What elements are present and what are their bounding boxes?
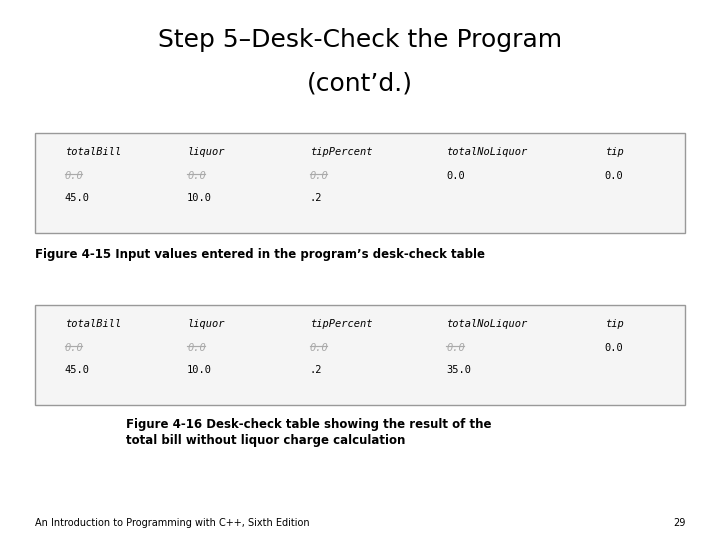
- Text: totalBill: totalBill: [65, 147, 121, 157]
- Bar: [35, 133, 685, 233]
- Text: 0.0: 0.0: [187, 171, 206, 181]
- Text: tipPercent: tipPercent: [310, 147, 372, 157]
- Bar: [35, 305, 685, 405]
- Text: tipPercent: tipPercent: [310, 319, 372, 329]
- Text: 10.0: 10.0: [187, 193, 212, 203]
- Text: 45.0: 45.0: [65, 365, 90, 375]
- Text: An Introduction to Programming with C++, Sixth Edition: An Introduction to Programming with C++,…: [35, 518, 309, 528]
- Text: totalNoLiquor: totalNoLiquor: [446, 319, 528, 329]
- Text: 0.0: 0.0: [446, 343, 465, 353]
- Text: liquor: liquor: [187, 147, 225, 157]
- Text: totalBill: totalBill: [65, 319, 121, 329]
- Text: 35.0: 35.0: [446, 365, 472, 375]
- Text: 0.0: 0.0: [605, 171, 624, 181]
- Text: 0.0: 0.0: [446, 171, 465, 181]
- Text: totalNoLiquor: totalNoLiquor: [446, 147, 528, 157]
- Text: .2: .2: [310, 365, 322, 375]
- Text: .2: .2: [310, 193, 322, 203]
- Text: 45.0: 45.0: [65, 193, 90, 203]
- Text: 10.0: 10.0: [187, 365, 212, 375]
- Text: Step 5–Desk-Check the Program: Step 5–Desk-Check the Program: [158, 28, 562, 52]
- Text: 0.0: 0.0: [310, 343, 328, 353]
- Text: tip: tip: [605, 319, 624, 329]
- Text: 0.0: 0.0: [310, 171, 328, 181]
- Text: total bill without liquor charge calculation: total bill without liquor charge calcula…: [126, 434, 405, 447]
- Text: tip: tip: [605, 147, 624, 157]
- Text: (cont’d.): (cont’d.): [307, 72, 413, 96]
- Text: 0.0: 0.0: [65, 171, 84, 181]
- Text: 29: 29: [673, 518, 685, 528]
- Text: Figure 4-15 Input values entered in the program’s desk-check table: Figure 4-15 Input values entered in the …: [35, 248, 485, 261]
- Text: Figure 4-16 Desk-check table showing the result of the: Figure 4-16 Desk-check table showing the…: [126, 418, 492, 431]
- Text: 0.0: 0.0: [65, 343, 84, 353]
- Text: liquor: liquor: [187, 319, 225, 329]
- Text: 0.0: 0.0: [187, 343, 206, 353]
- Text: 0.0: 0.0: [605, 343, 624, 353]
